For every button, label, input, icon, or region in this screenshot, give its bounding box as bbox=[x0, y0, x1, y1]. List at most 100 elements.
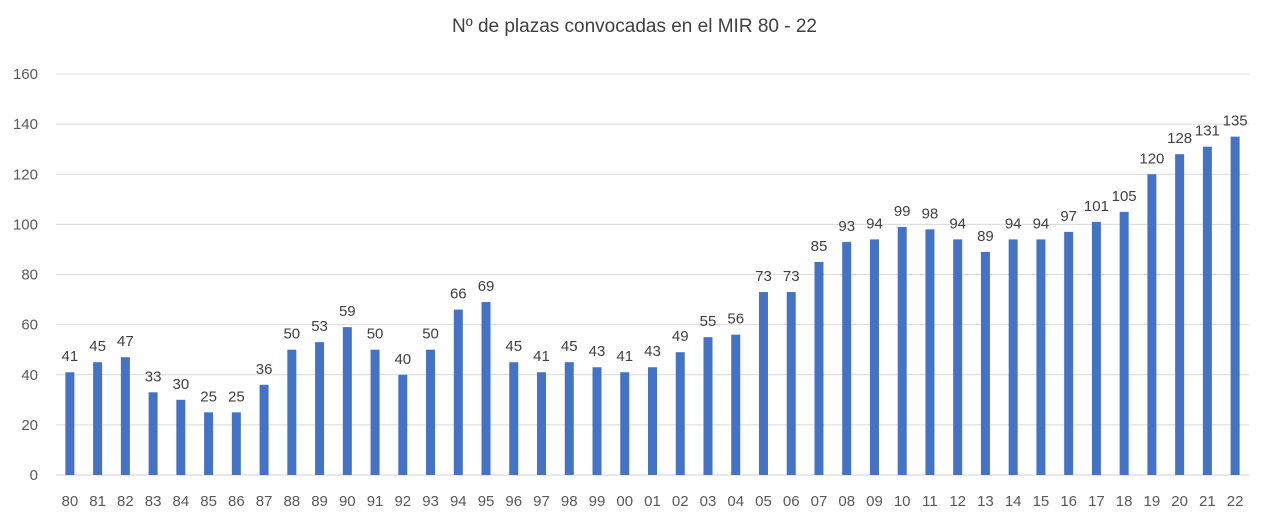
bar bbox=[93, 362, 103, 475]
bar bbox=[1119, 211, 1129, 475]
x-tick-label: 17 bbox=[1088, 493, 1105, 510]
x-tick-label: 98 bbox=[561, 493, 578, 510]
data-label: 49 bbox=[672, 328, 689, 345]
data-label: 85 bbox=[811, 238, 828, 255]
bar bbox=[426, 349, 436, 475]
y-tick-label: 20 bbox=[21, 417, 38, 434]
bar bbox=[148, 392, 158, 475]
x-tick-label: 84 bbox=[173, 493, 190, 510]
data-label: 94 bbox=[1033, 215, 1050, 232]
bar bbox=[925, 229, 935, 475]
chart-title: Nº de plazas convocadas en el MIR 80 - 2… bbox=[452, 16, 817, 37]
data-label: 53 bbox=[311, 318, 328, 335]
x-tick-label: 85 bbox=[200, 493, 217, 510]
data-label: 101 bbox=[1084, 198, 1109, 215]
bar bbox=[287, 349, 297, 475]
data-label: 98 bbox=[922, 205, 939, 222]
data-label: 30 bbox=[173, 376, 190, 393]
data-label: 120 bbox=[1139, 150, 1164, 167]
y-tick-label: 120 bbox=[13, 166, 38, 183]
bar bbox=[1008, 239, 1018, 475]
x-tick-label: 94 bbox=[450, 493, 467, 510]
x-tick-label: 89 bbox=[311, 493, 328, 510]
x-tick-label: 02 bbox=[672, 493, 689, 510]
x-tick-label: 04 bbox=[727, 493, 744, 510]
x-tick-label: 01 bbox=[644, 493, 661, 510]
bar bbox=[370, 349, 380, 475]
y-tick-label: 40 bbox=[21, 367, 38, 384]
bar bbox=[315, 342, 325, 475]
data-label: 41 bbox=[62, 348, 79, 365]
y-tick-label: 140 bbox=[13, 116, 38, 133]
x-tick-label: 82 bbox=[117, 493, 134, 510]
data-label: 45 bbox=[505, 338, 522, 355]
data-label: 41 bbox=[533, 348, 550, 365]
x-tick-label: 86 bbox=[228, 493, 245, 510]
data-label: 41 bbox=[616, 348, 633, 365]
data-label: 25 bbox=[228, 388, 245, 405]
bar bbox=[786, 292, 796, 475]
bar bbox=[1091, 221, 1101, 475]
x-tick-label: 19 bbox=[1144, 493, 1161, 510]
data-label: 59 bbox=[339, 303, 356, 320]
x-tick-label: 83 bbox=[145, 493, 162, 510]
bar bbox=[675, 352, 685, 475]
data-label: 50 bbox=[283, 326, 300, 343]
bar bbox=[481, 302, 491, 475]
x-tick-label: 88 bbox=[283, 493, 300, 510]
data-label: 94 bbox=[949, 215, 966, 232]
data-label: 105 bbox=[1112, 188, 1137, 205]
x-tick-label: 81 bbox=[89, 493, 106, 510]
bar bbox=[398, 374, 408, 475]
x-tick-label: 93 bbox=[422, 493, 439, 510]
bar bbox=[65, 372, 75, 475]
data-label: 45 bbox=[561, 338, 578, 355]
bar bbox=[1175, 154, 1185, 475]
bar bbox=[869, 239, 879, 475]
data-label: 128 bbox=[1167, 130, 1192, 147]
bar bbox=[648, 367, 657, 475]
x-tick-label: 06 bbox=[783, 493, 800, 510]
bar bbox=[731, 334, 741, 475]
data-label: 40 bbox=[394, 351, 411, 368]
x-tick-label: 05 bbox=[755, 493, 772, 510]
x-tick-label: 07 bbox=[811, 493, 828, 510]
bar bbox=[1147, 174, 1157, 475]
bar bbox=[509, 362, 519, 475]
x-tick-label: 16 bbox=[1060, 493, 1077, 510]
x-tick-label: 14 bbox=[1005, 493, 1022, 510]
bar bbox=[814, 261, 824, 475]
x-tick-label: 00 bbox=[616, 493, 633, 510]
bar bbox=[620, 372, 630, 475]
x-tick-label: 09 bbox=[866, 493, 883, 510]
data-label: 36 bbox=[256, 361, 273, 378]
bar bbox=[1202, 146, 1212, 475]
x-tick-label: 11 bbox=[922, 493, 938, 510]
data-label: 73 bbox=[783, 268, 800, 285]
x-tick-label: 08 bbox=[838, 493, 855, 510]
bar bbox=[231, 412, 241, 475]
data-label: 66 bbox=[450, 286, 467, 303]
data-label: 89 bbox=[977, 228, 994, 245]
data-label: 56 bbox=[727, 311, 744, 328]
x-tick-label: 13 bbox=[977, 493, 994, 510]
data-label: 47 bbox=[117, 333, 134, 350]
bar bbox=[592, 367, 602, 475]
data-label: 94 bbox=[1005, 215, 1022, 232]
data-label: 50 bbox=[367, 326, 384, 343]
y-tick-label: 100 bbox=[13, 216, 38, 233]
x-tick-label: 21 bbox=[1199, 493, 1216, 510]
x-tick-label: 95 bbox=[478, 493, 495, 510]
bar bbox=[1064, 231, 1074, 475]
data-label: 43 bbox=[644, 343, 661, 360]
y-tick-label: 0 bbox=[30, 467, 38, 484]
x-tick-label: 22 bbox=[1227, 493, 1244, 510]
x-tick-label: 15 bbox=[1033, 493, 1050, 510]
x-tick-label: 03 bbox=[700, 493, 717, 510]
data-label: 131 bbox=[1195, 123, 1220, 140]
y-tick-label: 80 bbox=[21, 267, 38, 284]
data-label: 25 bbox=[200, 388, 217, 405]
x-tick-label: 96 bbox=[505, 493, 522, 510]
x-tick-label: 90 bbox=[339, 493, 356, 510]
